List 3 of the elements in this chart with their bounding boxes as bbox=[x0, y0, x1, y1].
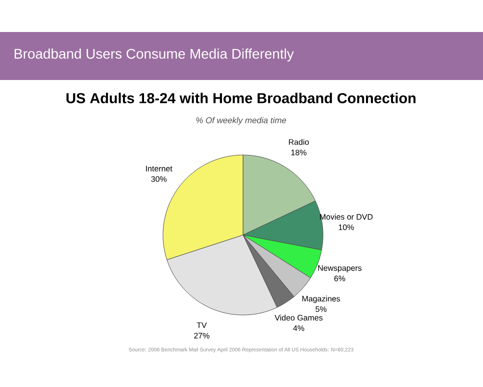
chart-title: US Adults 18-24 with Home Broadband Connection bbox=[66, 92, 416, 104]
text: Broadband Users Consume Media Differently bbox=[14, 48, 294, 62]
chart-subtitle: % Of weekly media time bbox=[196, 117, 286, 125]
